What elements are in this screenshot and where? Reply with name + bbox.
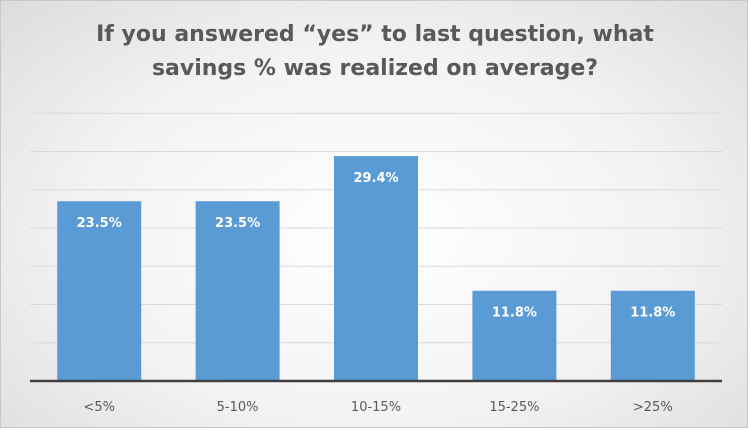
x-tick-label-5: >25% (633, 400, 673, 415)
data-label-3: 29.4% (353, 171, 398, 186)
bar-1 (57, 201, 142, 381)
bars (57, 156, 695, 381)
data-labels: 23.5% 23.5% 29.4% 11.8% 11.8% (77, 171, 676, 321)
x-tick-label-3: 10-15% (351, 400, 401, 415)
x-tick-labels: <5% 5-10% 10-15% 15-25% >25% (83, 400, 672, 415)
data-label-4: 11.8% (492, 306, 537, 321)
bar-4 (472, 290, 557, 381)
bar-2 (195, 201, 280, 381)
x-tick-label-4: 15-25% (489, 400, 539, 415)
data-label-2: 23.5% (215, 216, 260, 231)
bar-5 (610, 290, 695, 381)
x-tick-label-1: <5% (83, 400, 115, 415)
data-label-1: 23.5% (77, 216, 122, 231)
x-tick-label-2: 5-10% (217, 400, 259, 415)
chart-title: If you answered “yes” to last question, … (96, 22, 654, 81)
bar-3 (334, 156, 418, 381)
data-label-5: 11.8% (630, 306, 675, 321)
